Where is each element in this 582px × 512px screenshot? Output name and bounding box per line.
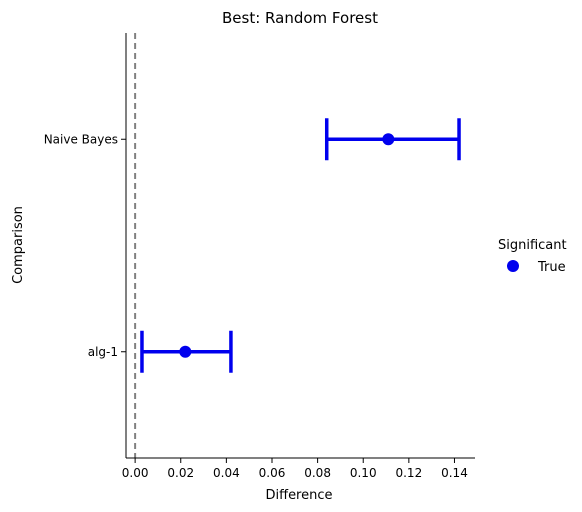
x-tick-label-3: 0.06 (259, 466, 286, 480)
x-ticks: 0.00 0.02 0.04 0.06 0.08 0.10 0.12 0.14 (122, 458, 468, 480)
plot-area (134, 33, 461, 458)
y-axis-label: Comparison (11, 206, 26, 284)
x-tick-label-5: 0.10 (350, 466, 377, 480)
legend: Significant True (498, 238, 567, 275)
x-tick-label-7: 0.14 (441, 466, 468, 480)
y-ticks: Naive Bayes alg-1 (44, 132, 126, 359)
chart-title: Best: Random Forest (222, 9, 378, 27)
x-tick-label-1: 0.02 (167, 466, 194, 480)
y-tick-label-0: Naive Bayes (44, 132, 118, 146)
point-marker-0 (382, 133, 395, 146)
legend-title: Significant (498, 238, 567, 253)
y-tick-label-1: alg-1 (88, 345, 118, 359)
x-tick-label-4: 0.08 (304, 466, 331, 480)
legend-marker (507, 260, 519, 272)
x-tick-label-2: 0.04 (213, 466, 240, 480)
legend-entry-label: True (537, 260, 566, 275)
x-tick-label-6: 0.12 (395, 466, 422, 480)
x-tick-label-0: 0.00 (122, 466, 149, 480)
point-marker-1 (179, 345, 192, 358)
x-axis-label: Difference (265, 488, 332, 503)
